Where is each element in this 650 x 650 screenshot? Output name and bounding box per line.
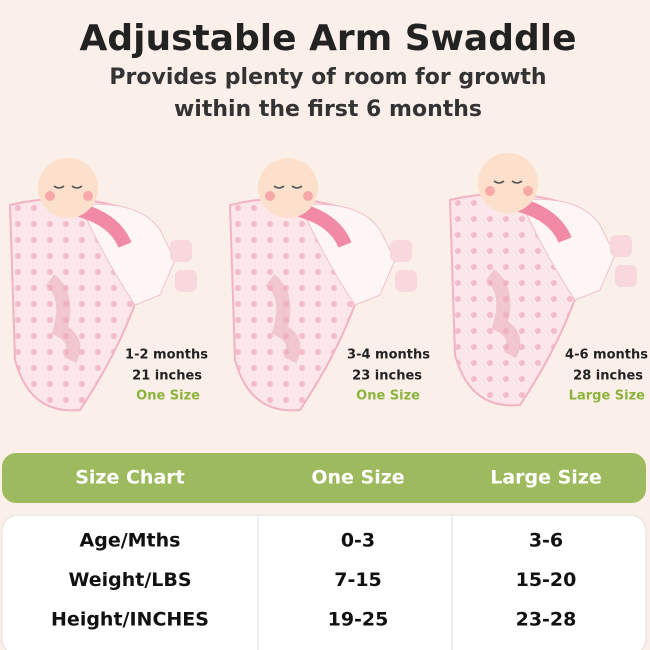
table-header-cell: One Size: [311, 467, 404, 489]
table-cell: 23-28: [516, 609, 577, 631]
subtitle: Provides plenty of room for growth: [109, 65, 546, 90]
table-cell: 15-20: [516, 569, 577, 591]
table-header-cell: Size Chart: [75, 467, 185, 489]
table-cell: Age/Mths: [80, 530, 181, 552]
table-cell: 19-25: [328, 609, 389, 631]
stage-age: 3-4 months: [347, 348, 430, 363]
stage-size: One Size: [356, 389, 420, 404]
table-cell: Height/INCHES: [51, 609, 209, 631]
table-cell: 3-6: [529, 530, 563, 552]
stage-age: 1-2 months: [125, 348, 208, 363]
stage-size: One Size: [136, 389, 200, 404]
stage-length: 21 inches: [132, 369, 202, 384]
stage-length: 23 inches: [352, 369, 422, 384]
subtitle: within the first 6 months: [174, 97, 482, 122]
table-cell: 7-15: [334, 569, 382, 591]
stage-age: 4-6 months: [565, 348, 648, 363]
table-cell: Weight/LBS: [68, 569, 191, 591]
table-header-bar: [2, 453, 646, 503]
table-header-cell: Large Size: [490, 467, 602, 489]
stage-size: Large Size: [569, 389, 646, 404]
stage-length: 28 inches: [573, 369, 643, 384]
table-cell: 0-3: [341, 530, 375, 552]
title: Adjustable Arm Swaddle: [79, 18, 576, 59]
table-body: [1, 514, 647, 650]
size-table: Size Chart One Size Large Size Age/Mths 0-3 3…: [51, 467, 602, 631]
